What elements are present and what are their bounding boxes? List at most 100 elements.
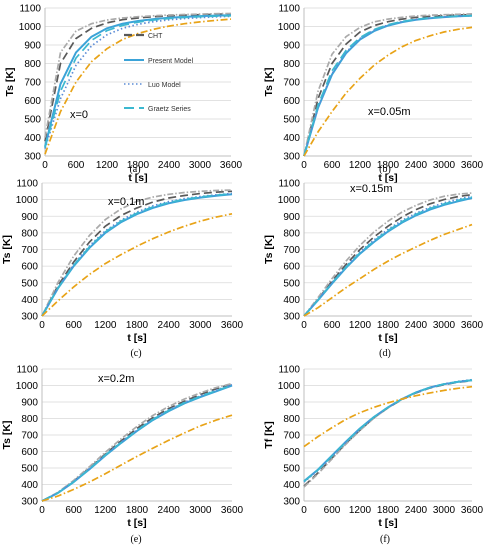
series-line-unlabeled-1: [303, 379, 473, 488]
x-tick-label: 3600: [220, 160, 243, 171]
series-line-cht: [44, 13, 232, 142]
legend-label: CHT: [148, 33, 163, 40]
chart-panel-f: 300 400 500 600 700 800 900 1000 1100 0 600 1200 180…: [263, 365, 484, 546]
y-tick-label: 300: [24, 152, 41, 163]
y-tick-label: 300: [283, 497, 300, 508]
chart-panel-d: 300 400 500 600 700 800 900 1000 1100 0 600 1200 180…: [263, 179, 484, 360]
legend: CHT Present Model Luo Model Graetz Series: [124, 33, 194, 113]
y-axis-title: Ts [K]: [1, 421, 13, 450]
x-tick-label: 2400: [405, 320, 428, 331]
y-axis-title: Ts [K]: [263, 235, 275, 264]
x-tick-label: 2400: [158, 320, 181, 331]
y-tick-label: 300: [21, 497, 38, 508]
x-tick-label: 1200: [349, 160, 372, 171]
series-line-unlabeled-1: [303, 192, 473, 317]
panel-annotation: x=0.15m: [350, 183, 393, 195]
series-line-unlabeled-5: [44, 18, 232, 155]
series-line-unlabeled-5: [303, 26, 473, 157]
panel-caption: (d): [379, 348, 391, 359]
y-tick-label: 700: [283, 245, 300, 256]
series-line-graetz-series: [303, 14, 473, 157]
series-line-luo-model: [44, 15, 232, 149]
panel-annotation: x=0.1m: [108, 196, 144, 208]
y-tick-label: 600: [21, 447, 38, 458]
x-tick-label: 1200: [94, 320, 117, 331]
x-axis-title: t [s]: [378, 172, 397, 184]
x-tick-label: 0: [39, 320, 45, 331]
x-tick-label: 1800: [126, 320, 149, 331]
y-tick-label: 900: [283, 41, 300, 52]
y-tick-label: 700: [21, 431, 38, 442]
series-line-present-model: [41, 193, 233, 317]
y-tick-label: 400: [283, 295, 300, 306]
x-tick-label: 2400: [405, 160, 428, 171]
y-tick-label: 800: [283, 228, 300, 239]
x-tick-label: 600: [68, 160, 85, 171]
y-tick-label: 1100: [16, 179, 38, 190]
y-tick-label: 1000: [16, 195, 39, 206]
x-tick-label: 3000: [433, 320, 456, 331]
panel-annotation: x=0.05m: [368, 106, 411, 118]
x-tick-label: 3000: [189, 160, 212, 171]
y-tick-label: 1000: [16, 381, 39, 392]
series-line-graetz-series: [303, 196, 473, 317]
x-tick-label: 3600: [461, 320, 484, 331]
y-tick-label: 600: [283, 96, 300, 107]
x-tick-label: 600: [324, 320, 341, 331]
series-line-unlabeled-5: [303, 385, 473, 448]
x-tick-label: 0: [42, 160, 48, 171]
x-tick-label: 3600: [221, 505, 244, 516]
x-axis-title: t [s]: [128, 172, 147, 184]
y-tick-label: 900: [283, 398, 300, 409]
x-tick-label: 1800: [377, 505, 400, 516]
series-line-unlabeled-5: [41, 414, 233, 502]
x-tick-label: 1800: [377, 320, 400, 331]
y-tick-label: 700: [21, 245, 38, 256]
series-line-cht: [303, 379, 473, 487]
y-tick-label: 900: [283, 212, 300, 223]
panel-caption: (f): [380, 534, 390, 545]
series-line-graetz-series: [41, 384, 233, 502]
panel-caption: (e): [130, 534, 141, 545]
x-axis-title: t [s]: [378, 517, 397, 529]
series-line-luo-model: [303, 14, 473, 157]
series-line-present-model: [303, 379, 473, 482]
panel-caption: (a): [129, 164, 140, 175]
x-tick-label: 600: [324, 505, 341, 516]
y-tick-label: 700: [283, 431, 300, 442]
y-tick-label: 1100: [278, 179, 300, 190]
y-tick-label: 1000: [278, 381, 301, 392]
x-tick-label: 600: [65, 320, 82, 331]
y-tick-label: 600: [24, 96, 41, 107]
x-tick-label: 3000: [189, 505, 212, 516]
x-tick-label: 0: [39, 505, 45, 516]
y-tick-label: 600: [283, 447, 300, 458]
series-line-cht: [41, 190, 233, 317]
y-tick-label: 300: [21, 312, 38, 323]
x-axis-title: t [s]: [127, 332, 146, 344]
x-tick-label: 1200: [96, 160, 119, 171]
y-axis-title: Ts [K]: [263, 68, 275, 97]
x-tick-label: 3000: [189, 320, 212, 331]
y-tick-label: 800: [283, 59, 300, 70]
x-axis-title: t [s]: [378, 332, 397, 344]
x-tick-label: 1200: [349, 505, 372, 516]
series-line-unlabeled-1: [44, 12, 232, 138]
y-tick-label: 600: [21, 262, 38, 273]
y-tick-label: 1100: [16, 365, 38, 376]
legend-label: Graetz Series: [148, 106, 191, 113]
y-axis-title: Tf [K]: [263, 421, 275, 448]
panel-annotation: x=0: [70, 109, 88, 121]
legend-label: Present Model: [148, 58, 194, 65]
x-tick-label: 3000: [433, 160, 456, 171]
panel-annotation: x=0.2m: [98, 373, 134, 385]
legend-label: Luo Model: [148, 82, 181, 89]
panel-caption: (b): [379, 164, 391, 175]
series-line-graetz-series: [303, 379, 473, 483]
y-axis-title: Ts [K]: [1, 235, 13, 264]
series-line-unlabeled-1: [41, 382, 233, 502]
y-tick-label: 300: [283, 312, 300, 323]
y-tick-label: 400: [21, 480, 38, 491]
panel-caption: (c): [130, 348, 141, 359]
series-line-cht: [303, 13, 473, 157]
